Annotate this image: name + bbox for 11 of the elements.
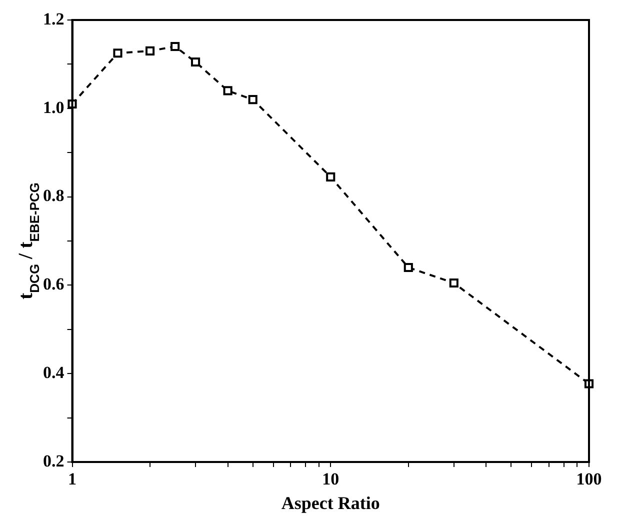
y-axis-title: tDCG / tEBE-PCG [15,182,42,300]
y-tick-label: 0.8 [43,186,64,206]
x-axis-title: Aspect Ratio [281,492,380,513]
y-tick-label: 1.2 [43,9,64,28]
x-tick-label: 10 [322,470,340,489]
y-tick-label: 0.6 [43,274,64,294]
y-tick-label: 0.2 [43,451,64,470]
y-tick-label: 1.0 [43,98,64,117]
x-tick-label: 100 [576,470,602,489]
y-tick-label: 0.4 [43,362,65,382]
x-tick-label: 1 [68,470,76,489]
